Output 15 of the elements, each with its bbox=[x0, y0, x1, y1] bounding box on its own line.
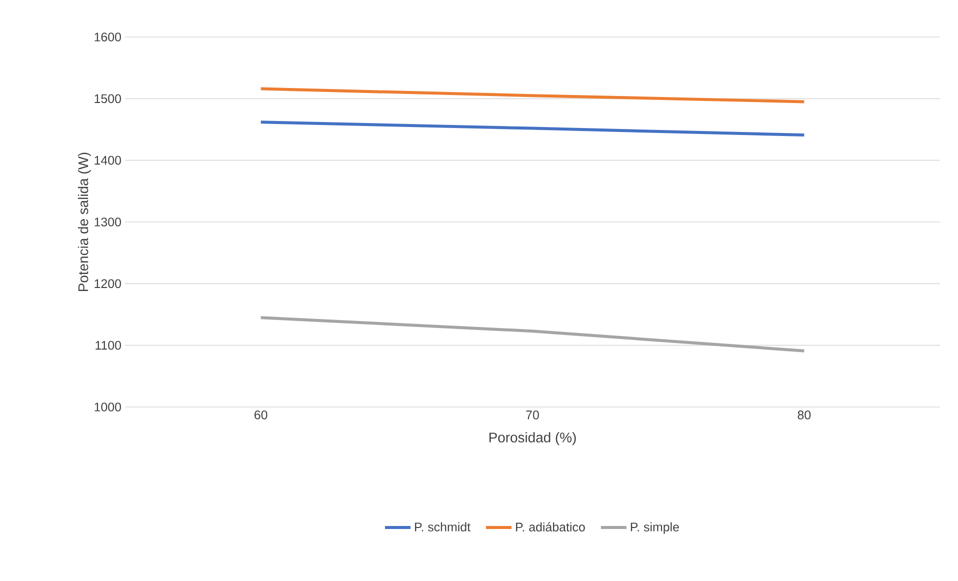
legend-label: P. adiábatico bbox=[516, 522, 585, 532]
y-tick-label: 1400 bbox=[94, 156, 121, 165]
legend-label: P. simple bbox=[630, 522, 679, 534]
y-tick-label: 1000 bbox=[94, 402, 121, 412]
y-axis-title: Potencia de salida (W) bbox=[78, 152, 91, 292]
x-tick-label: 80 bbox=[798, 410, 811, 420]
y-tick-label: 1600 bbox=[94, 32, 121, 42]
x-axis-title: Porosidad (%) bbox=[489, 432, 576, 446]
y-tick-label: 1100 bbox=[96, 340, 121, 350]
y-tick-label: 1500 bbox=[94, 94, 121, 104]
x-tick-label: 70 bbox=[526, 410, 539, 420]
x-tick-label: 60 bbox=[254, 410, 268, 420]
legend-label: P. schmidt bbox=[415, 522, 470, 532]
y-tick-label: 1200 bbox=[94, 279, 121, 288]
y-tick-label: 1300 bbox=[94, 218, 121, 226]
